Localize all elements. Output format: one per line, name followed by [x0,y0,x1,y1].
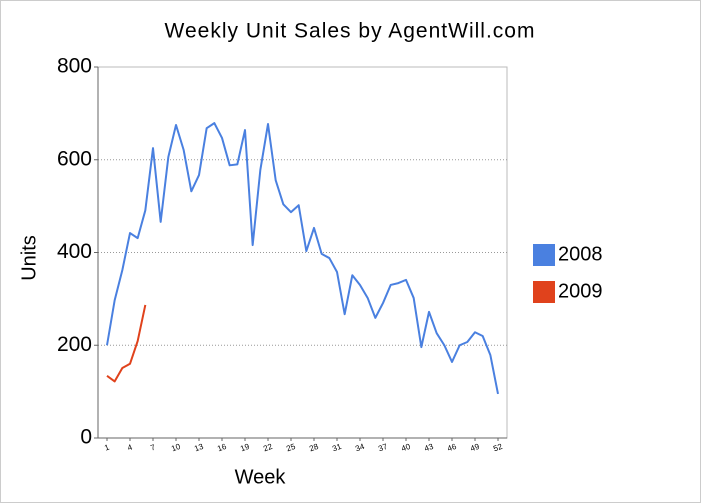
legend-label: 2009 [558,280,603,302]
chart-title: Weekly Unit Sales by AgentWill.com [165,20,536,43]
series-line [106,122,499,395]
x-tick-label: 4 [126,442,134,452]
x-tick-label: 1 [103,442,111,452]
y-axis-label: Units [18,235,40,281]
x-tick-label: 52 [492,442,504,454]
x-tick-label: 13 [193,442,205,454]
x-tick-label: 19 [239,442,251,454]
x-tick-label: 37 [377,442,389,454]
x-tick-label: 43 [423,442,435,454]
legend-label: 2008 [558,243,603,265]
x-tick-label: 22 [262,442,274,454]
y-tick-label: 600 [57,147,92,170]
series-line [106,304,147,383]
x-tick-label: 40 [400,442,412,454]
x-tick-label: 10 [170,442,182,454]
x-tick-label: 7 [149,442,157,452]
y-tick-label: 0 [80,426,92,449]
x-tick-label: 31 [331,442,343,454]
x-tick-label: 16 [216,442,228,454]
x-tick-label: 49 [469,442,481,454]
y-tick-label: 200 [57,333,92,356]
x-axis-label: Week [235,466,287,488]
legend-swatch [533,244,555,266]
x-tick-label: 46 [446,442,458,454]
x-tick-label: 25 [285,442,297,454]
legend-swatch [533,281,555,303]
x-tick-label: 34 [354,442,366,454]
y-tick-label: 400 [57,240,92,263]
y-tick-label: 800 [57,55,92,78]
x-tick-label: 28 [308,442,320,454]
